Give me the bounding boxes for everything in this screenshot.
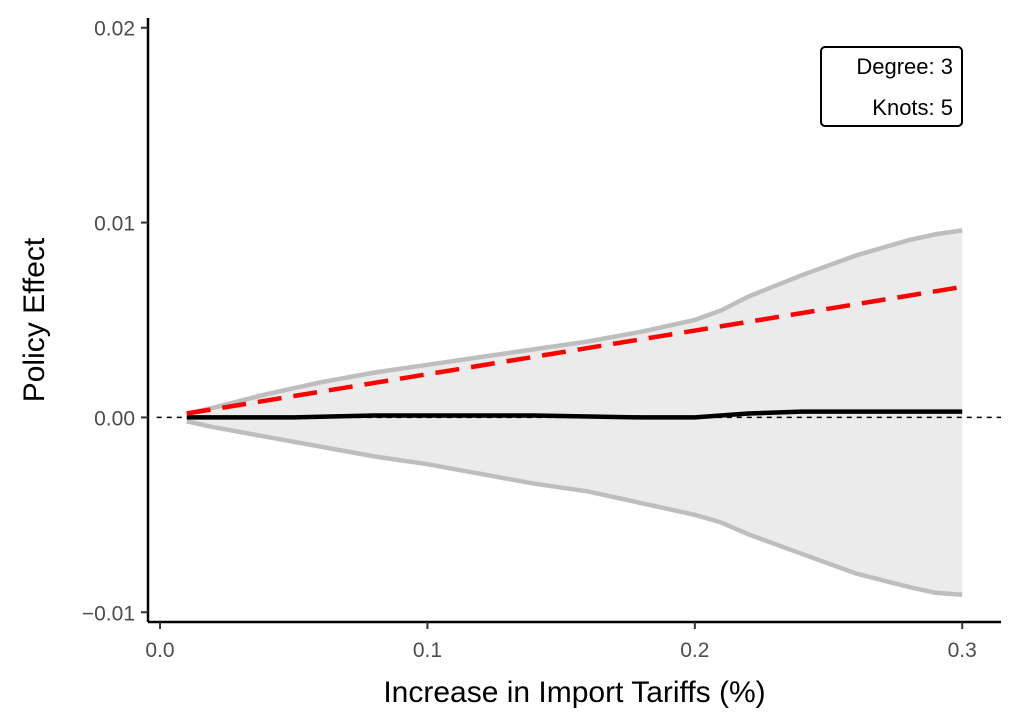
axes <box>146 18 1001 624</box>
x-tick-label: 0.2 <box>680 639 709 662</box>
x-tick-label: 0.1 <box>413 639 442 662</box>
y-tick-label: 0.00 <box>94 407 135 430</box>
y-tick-label: 0.01 <box>94 213 135 236</box>
true-effect-line <box>186 284 963 416</box>
annotation-box-frame <box>820 46 963 127</box>
x-axis-title: Increase in Import Tariffs (%) <box>383 676 765 709</box>
annotation-degree: Degree: 3 <box>856 54 953 79</box>
estimate-line <box>186 409 963 420</box>
plot-area <box>156 228 1001 597</box>
ci-upper-line <box>186 228 963 416</box>
annotation-box: Degree: 3 Knots: 5 <box>820 46 963 127</box>
annotation-knots: Knots: 5 <box>872 95 953 120</box>
x-tick-label: 0.3 <box>948 639 977 662</box>
ci-lower-line <box>186 419 963 597</box>
ticks: 0.0 0.1 0.2 0.3 −0.01 0.00 0.01 0.02 <box>82 18 977 662</box>
y-tick-label: 0.02 <box>94 18 135 41</box>
y-tick-label: −0.01 <box>82 602 135 625</box>
x-tick-label: 0.0 <box>145 639 174 662</box>
y-axis-title: Policy Effect <box>18 237 51 402</box>
ci-band-fill <box>186 230 963 595</box>
